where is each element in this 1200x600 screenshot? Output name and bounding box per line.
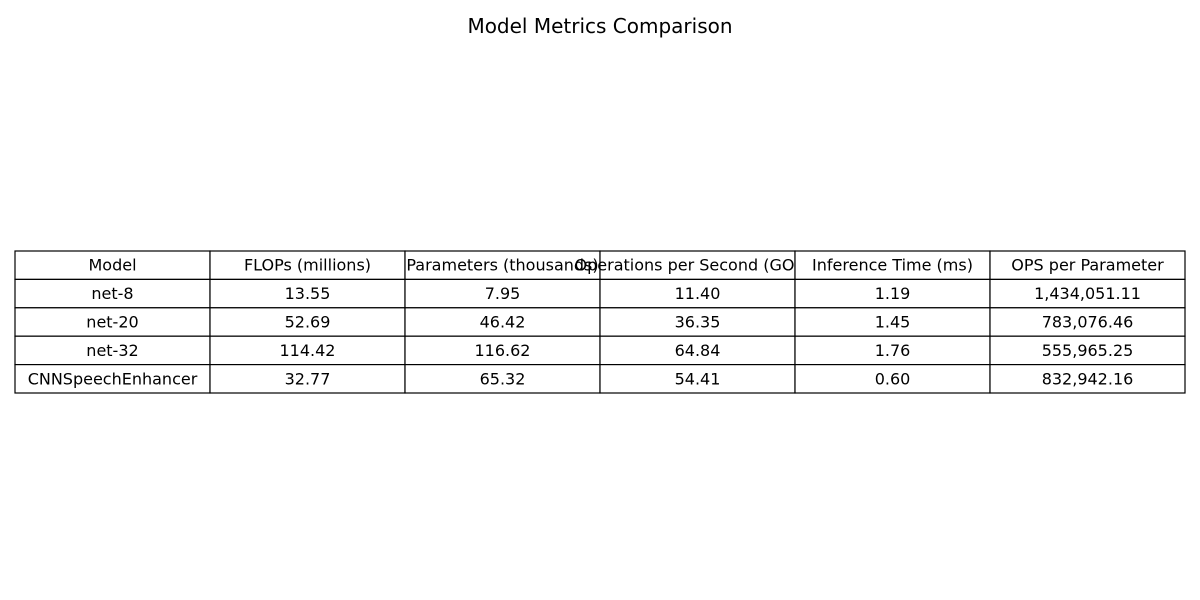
table-cell-border — [209, 307, 406, 337]
table-row: net-32 114.42 116.62 64.84 1.76 555,965.25 — [14, 335, 1186, 366]
table-cell: 32.77 — [285, 369, 331, 388]
table-cell: 7.95 — [485, 284, 521, 303]
table-cell-border — [404, 335, 601, 366]
table-cell: net-32 — [86, 341, 138, 360]
table-cell-border — [599, 335, 796, 366]
column-header: Model — [88, 256, 136, 275]
table-cell-border — [14, 364, 211, 394]
table-cell-border — [794, 335, 991, 366]
table-cell-border — [404, 307, 601, 337]
table-cell: 52.69 — [285, 313, 331, 332]
table-cell-border — [209, 364, 406, 394]
table-cell: 0.60 — [875, 369, 911, 388]
table-cell: 1.45 — [875, 313, 911, 332]
table-cell-border — [404, 278, 601, 309]
column-header: OPS per Parameter — [1011, 256, 1164, 275]
column-header: Operations per Second (GOPS) — [575, 256, 821, 275]
table-cell: 36.35 — [675, 313, 721, 332]
table-cell: net-20 — [86, 313, 138, 332]
table-cell-border — [209, 250, 406, 280]
column-header: Parameters (thousands) — [406, 256, 598, 275]
table-cell-border — [599, 278, 796, 309]
column-header: Inference Time (ms) — [812, 256, 973, 275]
table-cell-border — [989, 307, 1186, 337]
table-cell: CNNSpeechEnhancer — [28, 369, 198, 388]
table-row: net-8 13.55 7.95 11.40 1.19 1,434,051.11 — [14, 278, 1186, 309]
table-cell-border — [794, 307, 991, 337]
table-body: Model FLOPs (millions) Parameters (thousan… — [14, 250, 1186, 394]
table-cell: 1.19 — [875, 284, 911, 303]
table-cell-border — [989, 335, 1186, 366]
table-cell: 783,076.46 — [1042, 313, 1134, 332]
table-cell-border — [14, 335, 211, 366]
table-row: net-20 52.69 46.42 36.35 1.45 783,076.46 — [14, 307, 1186, 337]
table-row: CNNSpeechEnhancer 32.77 65.32 54.41 0.60 832,… — [14, 364, 1186, 394]
table-cell: 1.76 — [875, 341, 911, 360]
table-cell-border — [209, 278, 406, 309]
table-header-row: Model FLOPs (millions) Parameters (thousan… — [14, 250, 1186, 280]
table-cell-border — [14, 307, 211, 337]
table-cell-border — [989, 364, 1186, 394]
table-cell: 116.62 — [475, 341, 531, 360]
table-cell-border — [794, 364, 991, 394]
table-cell: 65.32 — [480, 369, 526, 388]
table-cell: 114.42 — [280, 341, 336, 360]
table-cell: 1,434,051.11 — [1034, 284, 1141, 303]
table-cell-border — [404, 250, 601, 280]
table-cell: 64.84 — [675, 341, 721, 360]
chart-title: Model Metrics Comparison — [467, 14, 733, 38]
table-cell: 11.40 — [675, 284, 721, 303]
table-cell: 13.55 — [285, 284, 331, 303]
table-cell-border — [599, 307, 796, 337]
table-cell: 54.41 — [675, 369, 721, 388]
table-cell: net-8 — [91, 284, 133, 303]
table-cell-border — [14, 250, 211, 280]
table-cell: 46.42 — [480, 313, 526, 332]
table-cell: 555,965.25 — [1042, 341, 1134, 360]
table-cell-border — [989, 278, 1186, 309]
column-header: FLOPs (millions) — [244, 256, 371, 275]
table-cell: 832,942.16 — [1042, 369, 1134, 388]
